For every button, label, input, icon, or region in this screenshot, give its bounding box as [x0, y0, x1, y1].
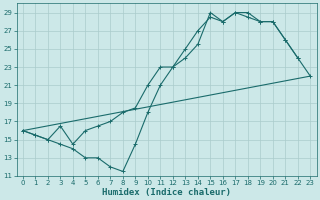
X-axis label: Humidex (Indice chaleur): Humidex (Indice chaleur) — [102, 188, 231, 197]
